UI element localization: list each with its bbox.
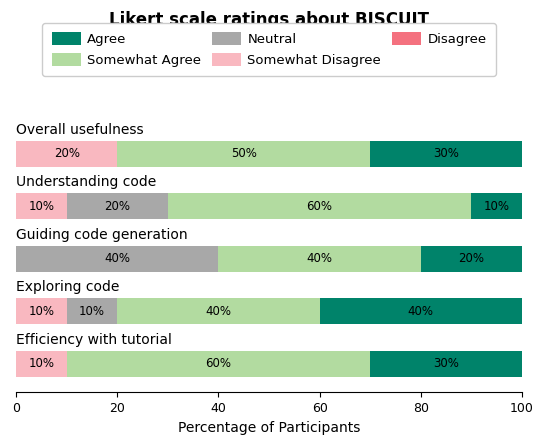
Text: 60%: 60% [307,200,332,213]
Text: Efficiency with tutorial: Efficiency with tutorial [16,333,172,347]
Text: Overall usefulness: Overall usefulness [16,123,144,137]
Bar [67,298,117,324]
Bar [471,193,522,219]
Legend: Agree, Somewhat Agree, Neutral, Somewhat Disagree, Disagree: Agree, Somewhat Agree, Neutral, Somewhat… [43,23,495,76]
Bar [168,193,471,219]
Text: 40%: 40% [104,252,130,265]
Text: 30%: 30% [433,147,459,160]
Text: 10%: 10% [79,305,105,318]
Bar [117,140,370,167]
Text: Guiding code generation: Guiding code generation [16,228,188,242]
Text: 20%: 20% [104,200,130,213]
Bar [67,193,168,219]
Bar [117,298,320,324]
Bar [421,246,522,272]
Bar [16,298,67,324]
Text: 10%: 10% [29,305,54,318]
Text: 40%: 40% [307,252,332,265]
Bar [16,351,67,377]
Text: 20%: 20% [458,252,484,265]
Text: Exploring code: Exploring code [16,281,119,294]
Text: 10%: 10% [484,200,509,213]
Text: 50%: 50% [231,147,257,160]
Text: 60%: 60% [206,357,231,370]
Bar [320,298,522,324]
Text: 40%: 40% [206,305,231,318]
Bar [370,351,522,377]
Title: Likert scale ratings about BISCUIT: Likert scale ratings about BISCUIT [109,11,429,29]
Bar [16,140,117,167]
Bar [16,193,67,219]
Text: Understanding code: Understanding code [16,175,157,190]
Bar [370,140,522,167]
Bar [67,351,370,377]
X-axis label: Percentage of Participants: Percentage of Participants [178,421,360,435]
Bar [218,246,421,272]
Text: 30%: 30% [433,357,459,370]
Text: 20%: 20% [54,147,80,160]
Text: 40%: 40% [408,305,434,318]
Bar [16,246,218,272]
Text: 10%: 10% [29,357,54,370]
Text: 10%: 10% [29,200,54,213]
